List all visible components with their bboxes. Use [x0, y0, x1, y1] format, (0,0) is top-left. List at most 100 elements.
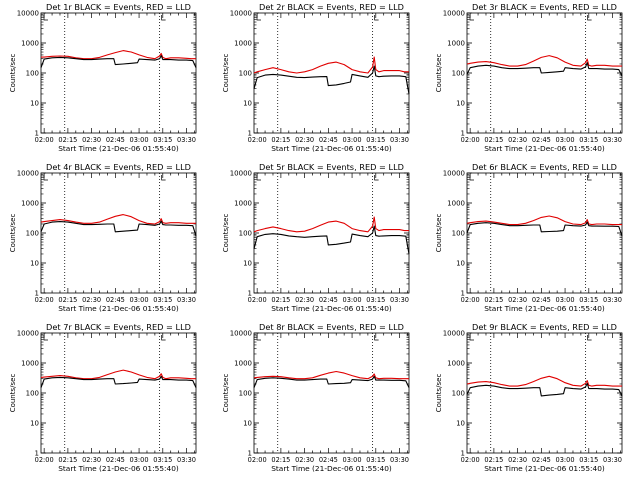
x-tick-label: 02:00	[461, 136, 480, 144]
plot-frame	[253, 332, 410, 454]
lld-series-line	[466, 215, 622, 226]
x-axis-label: Start Time (21-Dec-06 01:55:40)	[484, 304, 605, 313]
y-tick-label: 10000	[17, 170, 39, 178]
x-axis-label: Start Time (21-Dec-06 01:55:40)	[271, 144, 392, 153]
y-tick-label: 10	[456, 260, 465, 268]
x-tick-label: 02:45	[319, 296, 338, 304]
x-tick-label: 03:00	[556, 136, 575, 144]
y-tick-label: 10000	[443, 170, 465, 178]
y-tick-label: 1000	[234, 200, 252, 208]
x-tick-label: 03:15	[366, 456, 385, 464]
x-tick-label: 02:00	[35, 136, 54, 144]
x-tick-label: 03:15	[366, 136, 385, 144]
y-tick-label: 1000	[447, 360, 465, 368]
x-tick-label: 02:00	[248, 296, 267, 304]
y-tick-label: 10000	[230, 10, 252, 18]
x-axis-label: Start Time (21-Dec-06 01:55:40)	[271, 304, 392, 313]
y-tick-label: 10	[30, 420, 39, 428]
x-tick-label: 03:00	[343, 456, 362, 464]
x-tick-label: 02:15	[271, 136, 290, 144]
x-tick-label: 03:00	[130, 136, 149, 144]
corner-bracket-icon	[43, 15, 48, 21]
x-tick-label: 03:15	[579, 296, 598, 304]
y-tick-label: 10000	[17, 10, 39, 18]
x-tick-label: 02:30	[295, 296, 314, 304]
events-series-line	[253, 375, 410, 388]
chart-title: Det 4r BLACK = Events, RED = LLD	[46, 162, 191, 172]
panel-6: Det 6r BLACK = Events, RED = LLD 1 10 100 10…	[435, 162, 623, 313]
panel-5: Det 5r BLACK = Events, RED = LLD 1 10 100 10…	[222, 162, 410, 313]
corner-bracket-icon	[587, 175, 592, 181]
x-tick-label: 02:15	[271, 456, 290, 464]
x-tick-label: 02:30	[295, 456, 314, 464]
x-tick-label: 03:15	[153, 456, 172, 464]
x-tick-label: 02:15	[484, 456, 503, 464]
x-tick-label: 02:00	[35, 456, 54, 464]
corner-bracket-icon	[469, 15, 474, 21]
chart-title: Det 3r BLACK = Events, RED = LLD	[472, 2, 617, 12]
x-tick-label: 02:30	[508, 456, 527, 464]
x-tick-label: 03:30	[603, 296, 622, 304]
x-tick-label: 02:45	[106, 136, 125, 144]
y-tick-label: 10	[243, 420, 252, 428]
corner-bracket-icon	[374, 335, 379, 341]
x-axis-label: Start Time (21-Dec-06 01:55:40)	[484, 144, 605, 153]
y-tick-label: 10	[30, 100, 39, 108]
y-axis-label: Counts/sec	[9, 374, 17, 413]
panel-1: Det 1r BLACK = Events, RED = LLD 1 10 100 10…	[9, 2, 197, 153]
y-tick-label: 100	[452, 70, 465, 78]
events-series-line	[40, 55, 197, 68]
plot-frame	[466, 172, 623, 294]
x-tick-label: 03:00	[343, 296, 362, 304]
x-tick-label: 03:00	[130, 296, 149, 304]
y-tick-label: 10000	[17, 330, 39, 338]
x-tick-label: 02:30	[82, 136, 101, 144]
x-axis-label: Start Time (21-Dec-06 01:55:40)	[58, 144, 179, 153]
panel-8: Det 8r BLACK = Events, RED = LLD 1 10 100 10…	[222, 322, 410, 473]
x-tick-label: 02:45	[319, 456, 338, 464]
chart-title: Det 7r BLACK = Events, RED = LLD	[46, 322, 191, 332]
y-axis-label: Counts/sec	[435, 54, 443, 93]
x-tick-label: 02:15	[58, 296, 77, 304]
y-axis-label: Counts/sec	[222, 374, 230, 413]
x-tick-label: 03:30	[390, 456, 409, 464]
lld-series-line	[466, 55, 622, 67]
lld-series-line	[466, 375, 622, 387]
x-tick-label: 02:30	[508, 296, 527, 304]
corner-bracket-icon	[374, 175, 379, 181]
y-tick-label: 10000	[443, 10, 465, 18]
y-axis-label: Counts/sec	[9, 54, 17, 93]
panel-3: Det 3r BLACK = Events, RED = LLD 1 10 100 10…	[435, 2, 623, 153]
y-tick-label: 100	[26, 230, 39, 238]
x-tick-label: 03:30	[603, 136, 622, 144]
x-tick-label: 02:15	[58, 136, 77, 144]
y-tick-label: 10	[456, 420, 465, 428]
x-tick-label: 02:30	[82, 296, 101, 304]
events-series-line	[40, 375, 197, 388]
lld-series-line	[253, 56, 409, 74]
x-axis-label: Start Time (21-Dec-06 01:55:40)	[484, 464, 605, 473]
x-tick-label: 03:30	[177, 296, 196, 304]
y-tick-label: 100	[452, 230, 465, 238]
x-tick-label: 02:15	[271, 296, 290, 304]
x-tick-label: 02:00	[35, 296, 54, 304]
y-tick-label: 10000	[230, 170, 252, 178]
y-tick-label: 100	[239, 390, 252, 398]
chart-title: Det 2r BLACK = Events, RED = LLD	[259, 2, 404, 12]
x-tick-label: 03:15	[366, 296, 385, 304]
x-tick-label: 02:00	[248, 456, 267, 464]
y-tick-label: 100	[239, 230, 252, 238]
events-series-line	[40, 220, 197, 237]
y-tick-label: 1000	[21, 360, 39, 368]
lld-series-line	[41, 50, 196, 60]
y-tick-label: 1	[461, 290, 465, 298]
y-tick-label: 1	[248, 450, 252, 458]
y-tick-label: 1000	[447, 40, 465, 48]
corner-bracket-icon	[469, 175, 474, 181]
corner-bracket-icon	[469, 335, 474, 341]
plot-frame	[40, 172, 197, 294]
y-axis-label: Counts/sec	[435, 374, 443, 413]
y-tick-label: 1	[35, 130, 39, 138]
corner-bracket-icon	[161, 335, 166, 341]
